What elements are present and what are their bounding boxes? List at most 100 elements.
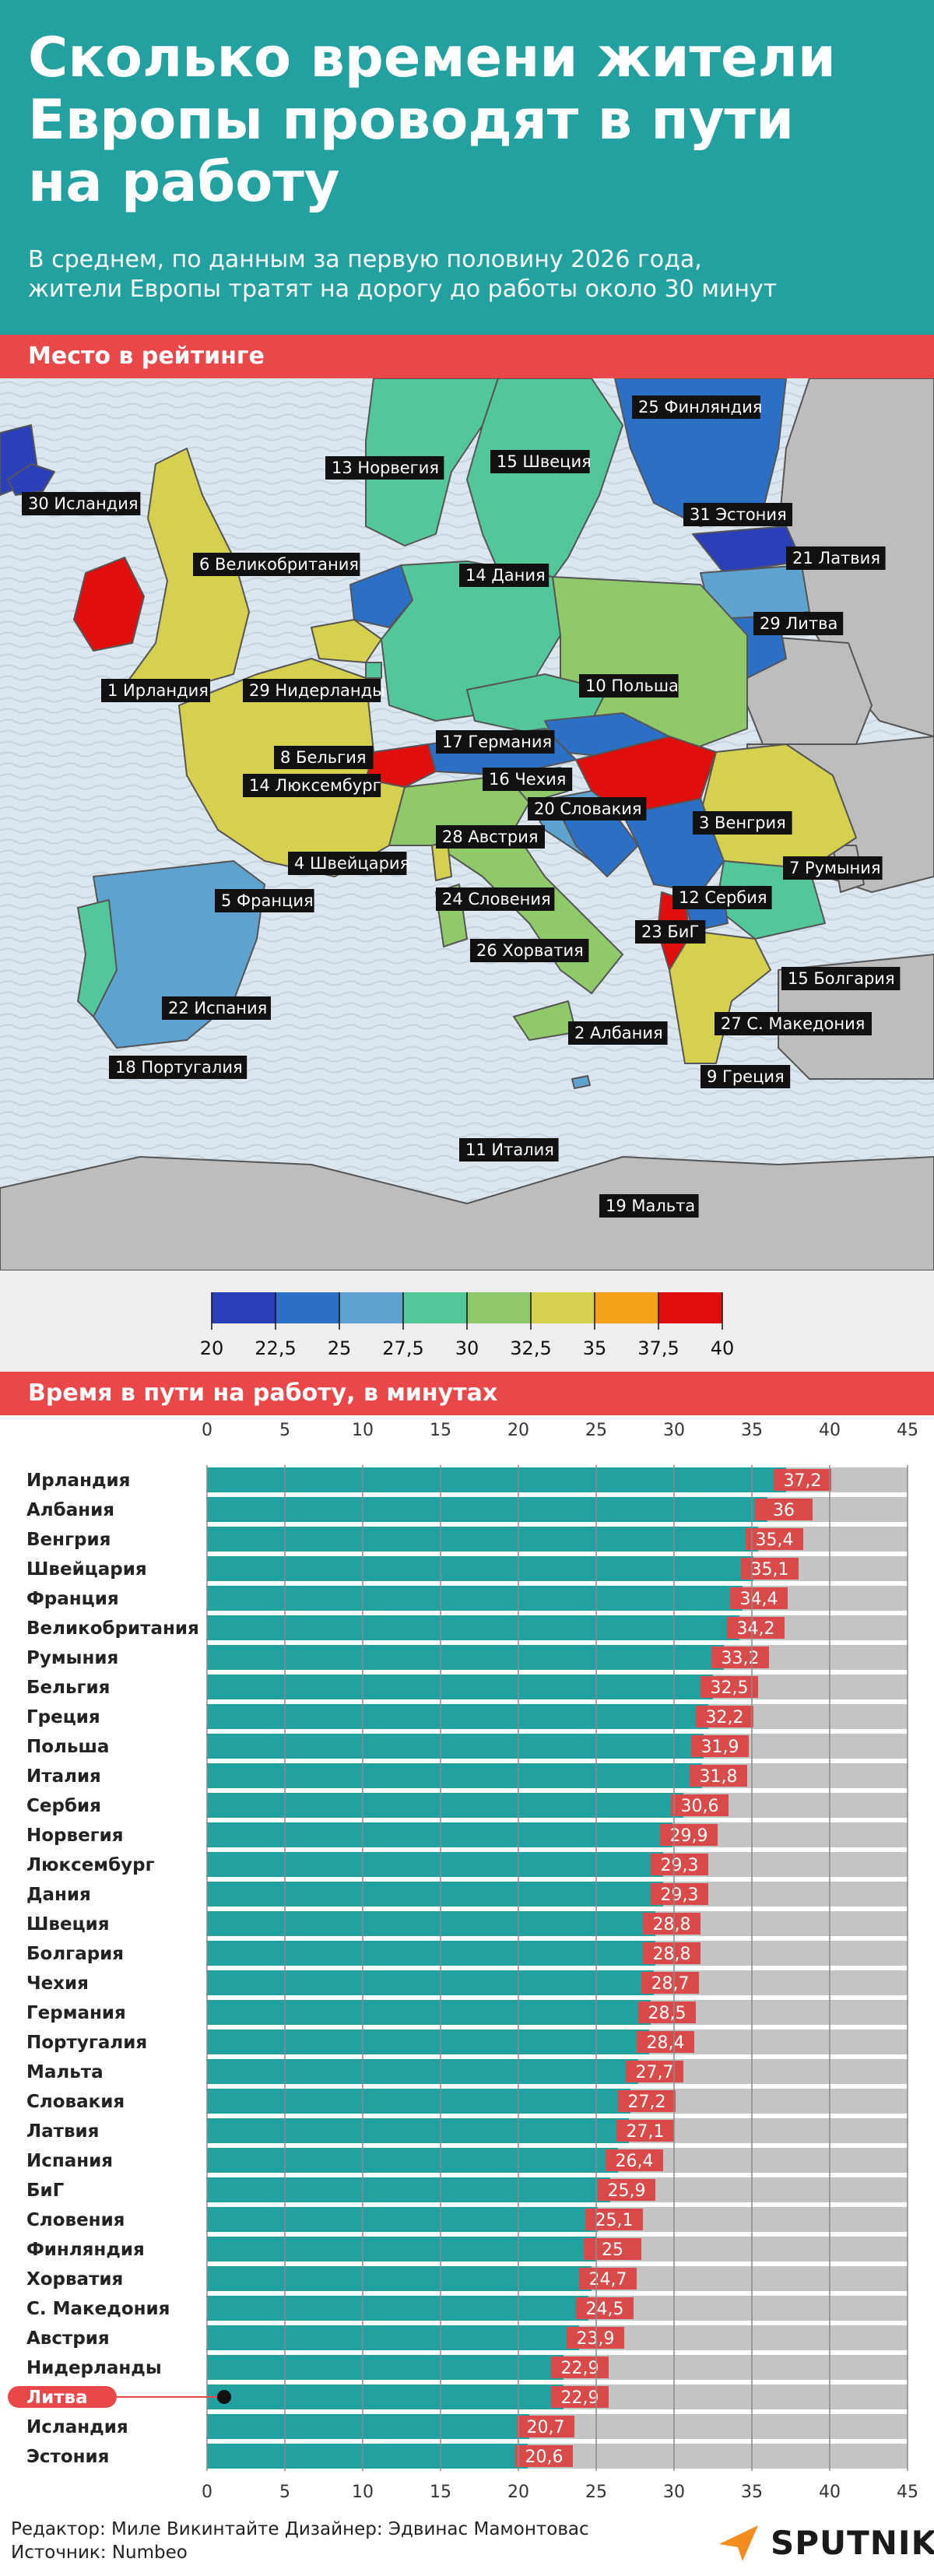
map-label-text: 3 Венгрия (699, 814, 786, 832)
value-label: 27,1 (627, 2122, 665, 2142)
highlight-pill (8, 2386, 117, 2408)
value-label-box (638, 2001, 696, 2023)
bar (207, 1527, 758, 1552)
footer: Редактор: Миле Викинтайте Дизайнер: Эдви… (0, 2507, 934, 2576)
map-label-greece: 9 Греция (700, 1065, 791, 1088)
map-label-text: 14 Люксембург (249, 776, 381, 795)
x-axis-top: 0 5 10 15 20 25 30 35 40 45 (202, 1421, 918, 1440)
bar-remainder (564, 2384, 908, 2409)
value-label: 25,9 (608, 2181, 646, 2201)
bar (207, 1467, 786, 1492)
bar-row: 36 (207, 1497, 908, 1522)
bar (207, 1645, 724, 1670)
bar-row: 27,1 (207, 2118, 908, 2143)
logo-text: SPUTNIK (771, 2524, 934, 2562)
value-label: 31,9 (701, 1738, 739, 1757)
map-label-text: 23 БиГ (641, 923, 699, 941)
category-label: Хорватия (26, 2269, 123, 2290)
value-label: 22,9 (561, 2359, 599, 2378)
bar (207, 2444, 528, 2469)
category-label: Чехия (26, 1973, 89, 1994)
value-label: 36 (773, 1501, 795, 1520)
x-tick-label-bottom: 45 (897, 2483, 918, 2502)
map-label-norway: 13 Норвегия (325, 456, 444, 480)
bar (207, 1970, 654, 1995)
bar-row: 28,4 (207, 2030, 908, 2054)
x-tick-label-bottom: 5 (279, 2483, 290, 2502)
map-label-netherlands: 29 Нидерланды (243, 679, 385, 702)
map-label-slovakia: 20 Словакия (528, 797, 647, 821)
bar-row: 25 (207, 2237, 908, 2261)
map-label-text: 15 Болгария (788, 969, 895, 988)
legend-tick-label: 30 (455, 1337, 479, 1359)
value-label-box (585, 2209, 643, 2230)
category-label: БиГ (26, 2181, 65, 2201)
map-labels: 25 Финляндия 13 Норвегия 15 Швеция 30 Ислан… (22, 395, 901, 1218)
map-label-text: 14 Дания (465, 566, 546, 585)
x-tick-label-top: 25 (585, 1421, 607, 1440)
legend-tick-label: 37,5 (637, 1337, 679, 1359)
value-label: 28,8 (653, 1915, 691, 1935)
bar-row: 30,6 (207, 1793, 908, 1818)
map-label-text: 21 Латвия (792, 549, 880, 568)
category-label: Норвегия (26, 1826, 124, 1846)
value-label-box (660, 1824, 718, 1846)
bar-row: 22,9 (207, 2384, 908, 2409)
map-label-text: 16 Чехия (489, 770, 566, 789)
value-label-box (643, 1942, 700, 1964)
bar (207, 2414, 529, 2439)
value-label: 31,8 (700, 1767, 738, 1787)
value-label: 27,7 (636, 2063, 674, 2082)
x-tick-label-bottom: 15 (430, 2483, 451, 2502)
bar (207, 2207, 598, 2232)
value-label-box (651, 1883, 708, 1905)
bar-row: 27,7 (207, 2059, 908, 2084)
x-tick-label-top: 0 (202, 1421, 212, 1440)
bar (207, 2355, 564, 2380)
bar-row: 32,2 (207, 1704, 908, 1729)
value-label: 24,5 (586, 2300, 624, 2319)
value-label: 34,2 (737, 1619, 775, 1639)
bar-row: 34,2 (207, 1615, 908, 1640)
map-iceland (7, 463, 55, 496)
map-label-romania: 7 Румыния (783, 856, 883, 880)
bar-chart-canvas: 37,2 36 35,4 35,1 34,4 34,2 33,2 32,5 32,2 31,9 31… (8, 1421, 918, 2502)
bar-chart: 37,2 36 35,4 35,1 34,4 34,2 33,2 32,5 32,2 31,9 31… (0, 1415, 934, 2507)
bar-row: 37,2 (207, 1467, 908, 1492)
value-label: 33,2 (722, 1649, 760, 1668)
map-label-denmark: 14 Дания (459, 564, 550, 587)
map-portugal (77, 899, 118, 1017)
value-label: 20,6 (525, 2448, 564, 2467)
map-greece (669, 930, 771, 1064)
bar (207, 1586, 743, 1611)
category-label: Нидерланды (26, 2358, 162, 2378)
x-tick-label-top: 35 (741, 1421, 763, 1440)
value-label-box (606, 2149, 663, 2171)
map-label-germany: 17 Германия (436, 730, 555, 754)
map-label-text: 19 Мальта (606, 1197, 695, 1215)
x-tick-label-bottom: 20 (507, 2483, 529, 2502)
value-label-box (711, 1646, 769, 1668)
bar-row: 33,2 (207, 1645, 908, 1670)
map-label-text: 9 Греция (707, 1067, 785, 1086)
map-label-portugal: 18 Португалия (109, 1056, 248, 1079)
value-label-box (696, 1706, 753, 1727)
map-label-albania: 2 Албания (568, 1021, 668, 1045)
map-label-text: 15 Швеция (497, 452, 592, 471)
legend-swatch (467, 1292, 531, 1323)
bar (207, 2237, 596, 2261)
map-label-serbia: 12 Сербия (672, 886, 772, 909)
value-label: 25 (602, 2240, 623, 2260)
legend-tick-label: 27,5 (382, 1337, 423, 1359)
bar-row: 28,8 (207, 1941, 908, 1966)
map-label-text: 12 Сербия (679, 888, 767, 907)
map-label-finland: 25 Финляндия (632, 395, 762, 419)
category-label: Австрия (26, 2328, 110, 2349)
value-label-box (576, 2297, 634, 2319)
map-label-text: 29 Литва (760, 614, 837, 633)
x-tick-label-top: 20 (507, 1421, 529, 1440)
category-label: Финляндия (26, 2240, 145, 2260)
value-label: 35,4 (756, 1530, 794, 1550)
value-label-box (755, 1499, 813, 1520)
x-tick-label-bottom: 25 (585, 2483, 607, 2502)
